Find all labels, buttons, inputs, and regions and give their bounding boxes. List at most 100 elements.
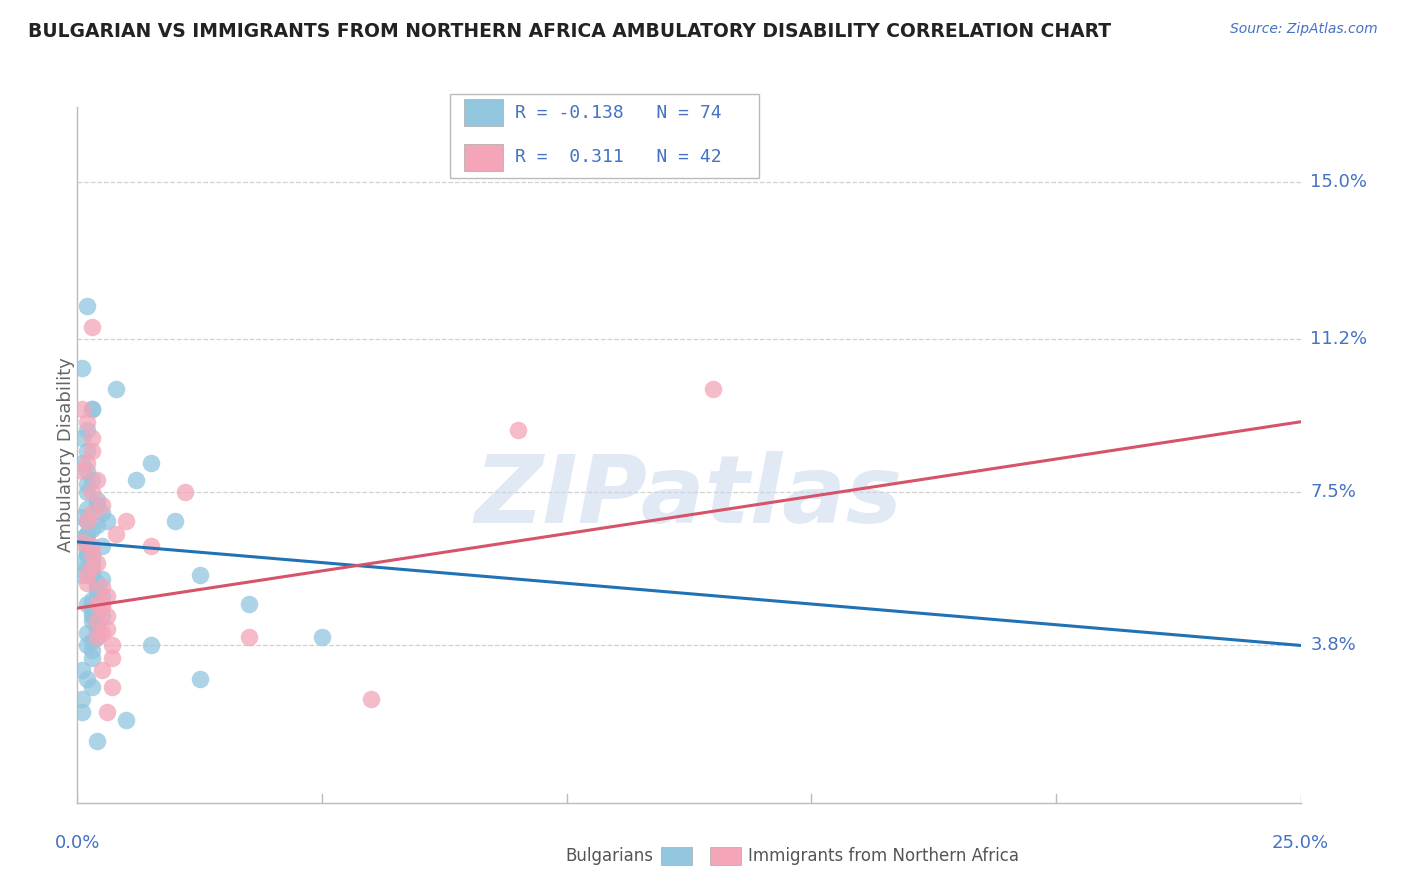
Point <box>115 713 138 727</box>
Point <box>76 299 98 313</box>
Point <box>76 547 98 561</box>
Point <box>86 622 108 636</box>
Point <box>115 514 138 528</box>
Point <box>76 559 98 574</box>
Point <box>96 589 118 603</box>
Point <box>86 493 108 508</box>
Point <box>80 597 103 611</box>
Point <box>238 597 260 611</box>
Text: BULGARIAN VS IMMIGRANTS FROM NORTHERN AFRICA AMBULATORY DISABILITY CORRELATION C: BULGARIAN VS IMMIGRANTS FROM NORTHERN AF… <box>28 22 1111 41</box>
Point <box>70 456 93 470</box>
Point <box>100 639 122 653</box>
Point <box>70 556 93 570</box>
Point <box>76 526 98 541</box>
Point <box>86 473 108 487</box>
Point <box>70 510 93 524</box>
Point <box>76 514 98 528</box>
Point <box>96 609 118 624</box>
Point <box>90 601 112 615</box>
Point <box>76 547 98 561</box>
Point <box>90 572 112 586</box>
Point <box>80 601 103 615</box>
Point <box>165 514 187 528</box>
Point <box>90 609 112 624</box>
Point <box>80 651 103 665</box>
Point <box>125 473 148 487</box>
Point <box>70 568 93 582</box>
Point <box>80 506 103 520</box>
Point <box>100 680 122 694</box>
Point <box>96 514 118 528</box>
Point <box>70 402 93 417</box>
Point <box>86 597 108 611</box>
Point <box>139 639 162 653</box>
Point <box>86 498 108 512</box>
Point <box>80 609 103 624</box>
Point <box>70 535 93 549</box>
Point <box>80 642 103 657</box>
Point <box>80 605 103 619</box>
Point <box>70 692 93 706</box>
Text: R =  0.311   N = 42: R = 0.311 N = 42 <box>515 148 721 166</box>
Point <box>86 614 108 628</box>
Point <box>90 498 112 512</box>
Point <box>76 576 98 591</box>
Point <box>506 423 529 437</box>
Point <box>86 733 108 747</box>
Text: Bulgarians: Bulgarians <box>565 847 654 865</box>
Point <box>70 531 93 545</box>
Text: 15.0%: 15.0% <box>1310 172 1368 191</box>
Point <box>76 514 98 528</box>
Point <box>76 477 98 491</box>
Point <box>80 592 103 607</box>
Point <box>76 526 98 541</box>
Point <box>238 630 260 644</box>
Point <box>188 672 211 686</box>
Point <box>70 361 93 376</box>
Point <box>188 568 211 582</box>
Point <box>86 630 108 644</box>
Point <box>105 382 128 396</box>
Point <box>80 556 103 570</box>
Point <box>70 431 93 445</box>
Point <box>96 622 118 636</box>
Point <box>80 564 103 578</box>
Point <box>76 672 98 686</box>
Point <box>76 456 98 470</box>
Text: Source: ZipAtlas.com: Source: ZipAtlas.com <box>1230 22 1378 37</box>
Text: 25.0%: 25.0% <box>1272 834 1329 852</box>
Point <box>90 663 112 677</box>
Point <box>70 465 93 479</box>
Point <box>76 543 98 558</box>
Point <box>86 556 108 570</box>
Point <box>80 431 103 445</box>
Point <box>86 617 108 632</box>
Point <box>86 576 108 591</box>
Point <box>86 581 108 595</box>
Text: 3.8%: 3.8% <box>1310 636 1357 655</box>
Point <box>80 680 103 694</box>
Point <box>76 535 98 549</box>
Point <box>80 402 103 417</box>
Point <box>76 626 98 640</box>
Point <box>76 443 98 458</box>
Point <box>80 547 103 561</box>
Point <box>70 705 93 719</box>
Text: ZIPatlas: ZIPatlas <box>475 450 903 542</box>
Point <box>90 589 112 603</box>
Point <box>80 539 103 553</box>
Text: 11.2%: 11.2% <box>1310 330 1368 348</box>
Point <box>100 651 122 665</box>
Text: 0.0%: 0.0% <box>55 834 100 852</box>
Y-axis label: Ambulatory Disability: Ambulatory Disability <box>58 358 75 552</box>
Point <box>90 581 112 595</box>
Point <box>139 539 162 553</box>
Point <box>139 456 162 470</box>
Point <box>360 692 382 706</box>
Point <box>96 705 118 719</box>
Point <box>80 485 103 500</box>
Point <box>80 473 103 487</box>
Point <box>76 568 98 582</box>
Text: Immigrants from Northern Africa: Immigrants from Northern Africa <box>748 847 1019 865</box>
Point <box>90 539 112 553</box>
